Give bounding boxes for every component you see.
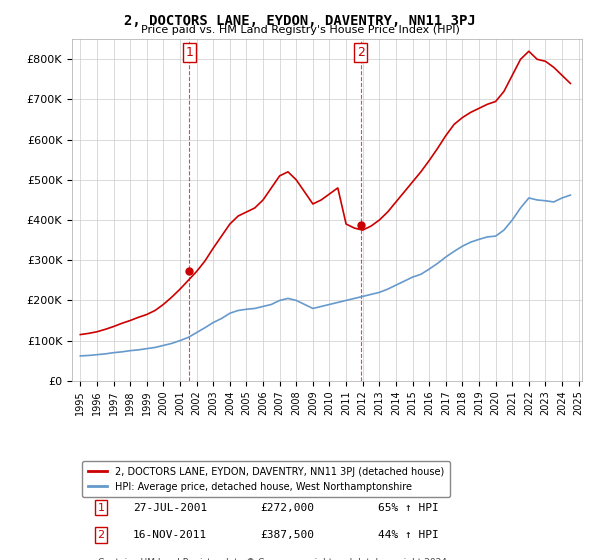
Text: 1: 1 [97, 503, 104, 512]
Text: 16-NOV-2011: 16-NOV-2011 [133, 530, 208, 540]
Text: 44% ↑ HPI: 44% ↑ HPI [378, 530, 439, 540]
Text: 27-JUL-2001: 27-JUL-2001 [133, 503, 208, 512]
Text: 1: 1 [185, 46, 193, 59]
Legend: 2, DOCTORS LANE, EYDON, DAVENTRY, NN11 3PJ (detached house), HPI: Average price,: 2, DOCTORS LANE, EYDON, DAVENTRY, NN11 3… [82, 461, 450, 497]
Text: Contains HM Land Registry data © Crown copyright and database right 2024.: Contains HM Land Registry data © Crown c… [97, 558, 449, 560]
Text: Price paid vs. HM Land Registry's House Price Index (HPI): Price paid vs. HM Land Registry's House … [140, 25, 460, 35]
Text: 65% ↑ HPI: 65% ↑ HPI [378, 503, 439, 512]
Text: 2, DOCTORS LANE, EYDON, DAVENTRY, NN11 3PJ: 2, DOCTORS LANE, EYDON, DAVENTRY, NN11 3… [124, 14, 476, 28]
Text: £387,500: £387,500 [260, 530, 314, 540]
Text: £272,000: £272,000 [260, 503, 314, 512]
Text: 2: 2 [97, 530, 104, 540]
Text: 2: 2 [357, 46, 365, 59]
